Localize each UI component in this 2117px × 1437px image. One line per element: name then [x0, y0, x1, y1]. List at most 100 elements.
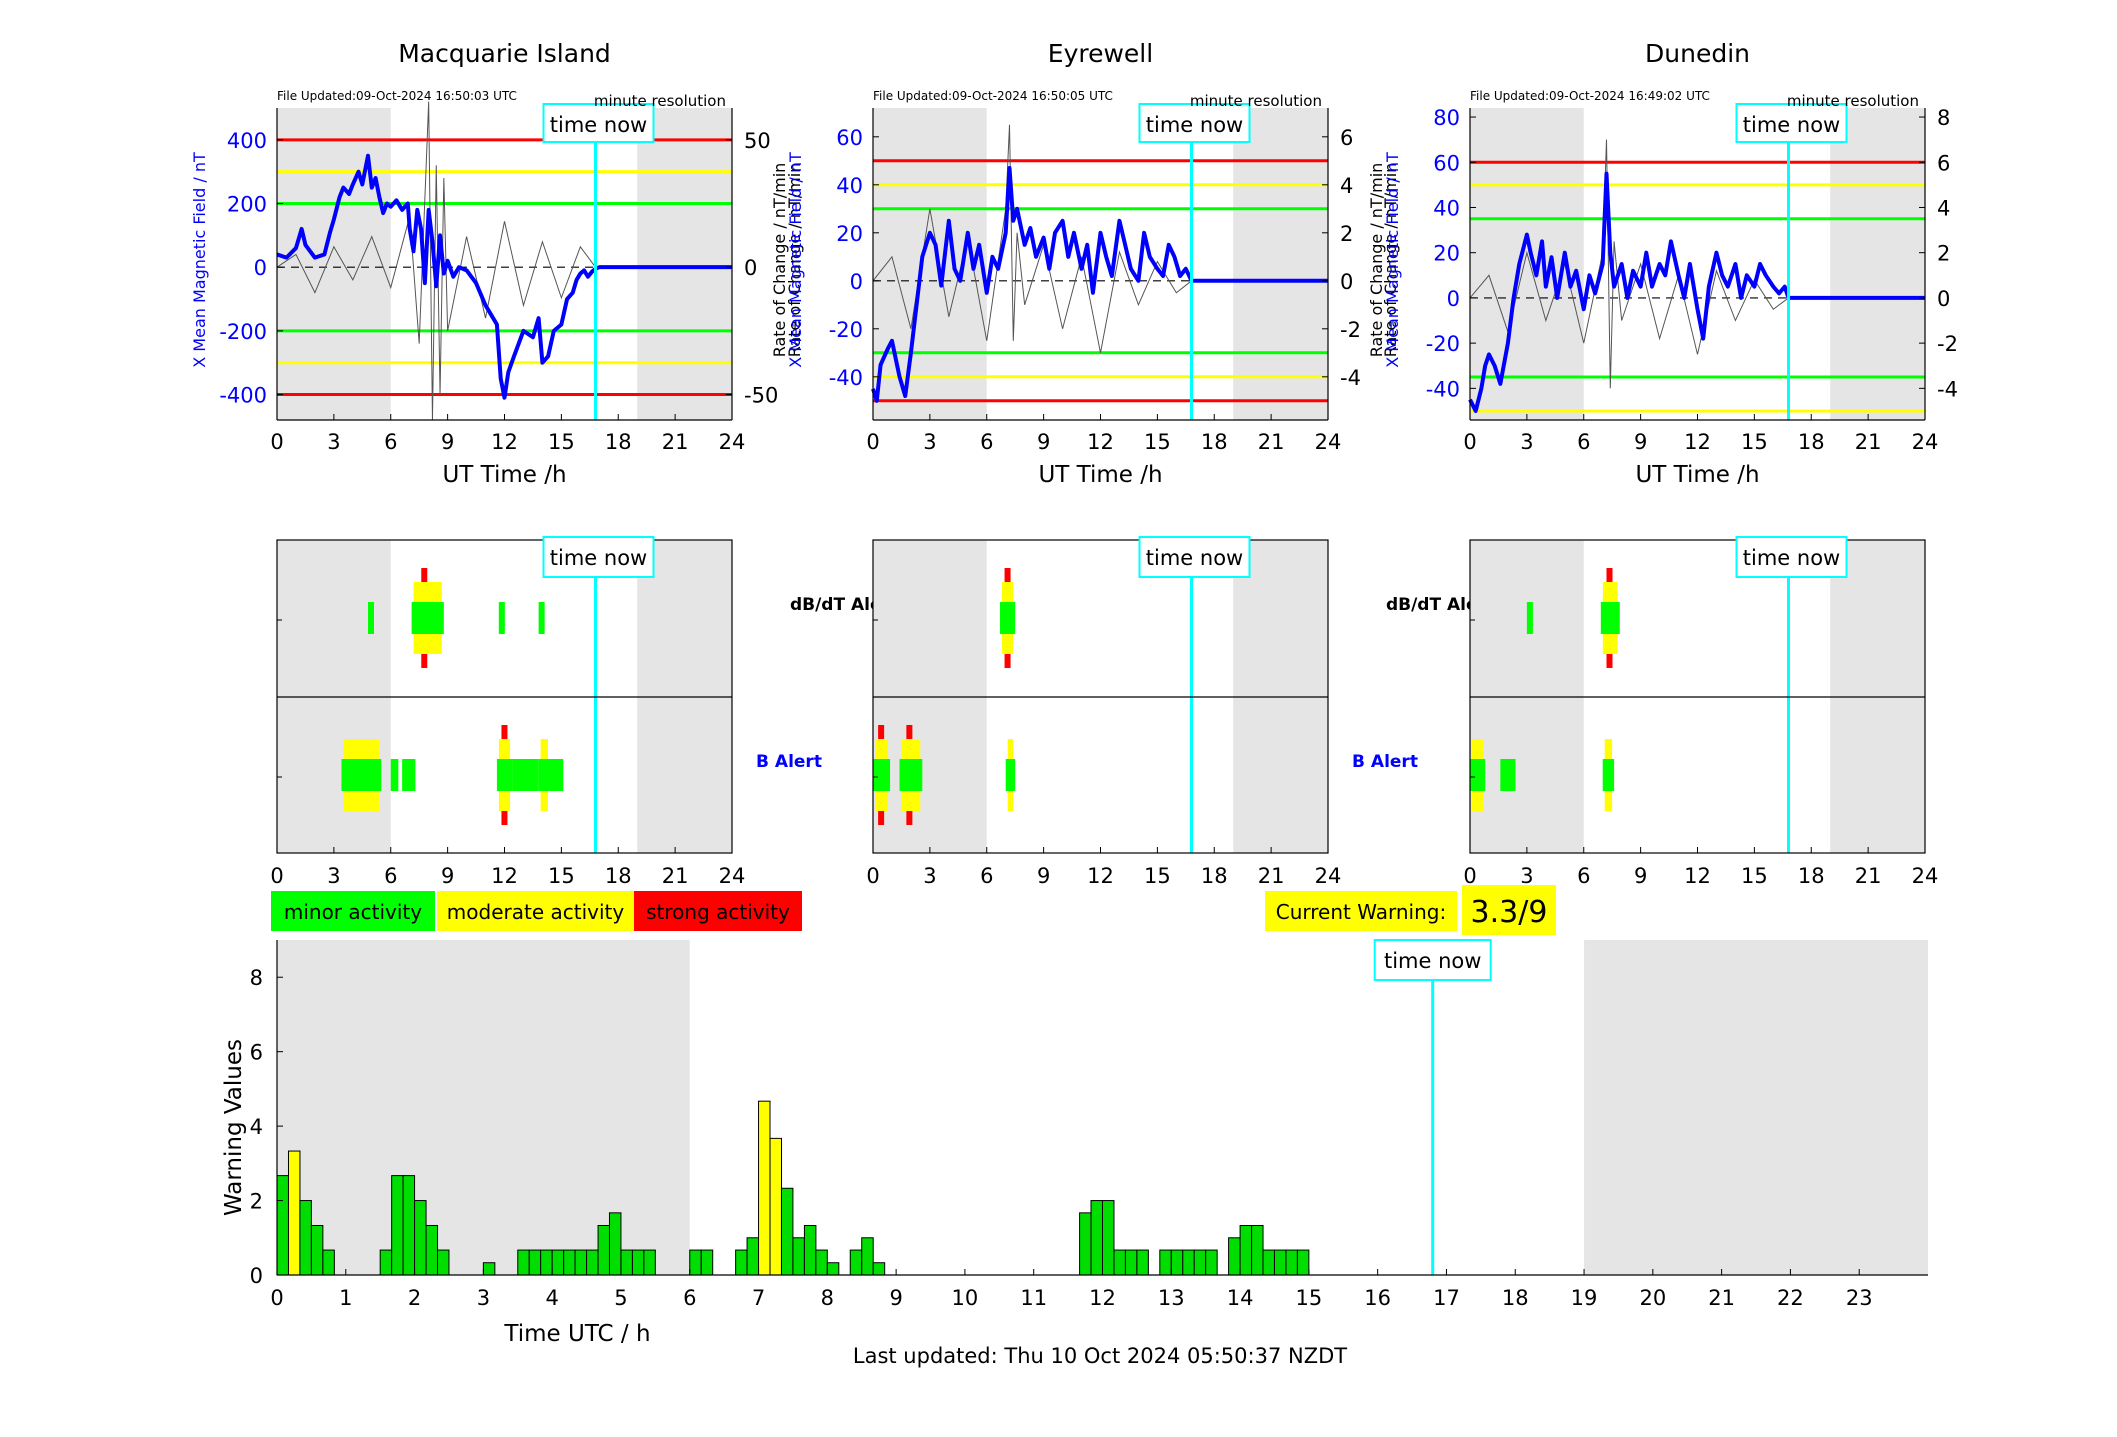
legend-swatch-minor — [271, 891, 435, 931]
x-tick-label: 9 — [1634, 430, 1647, 454]
legend-swatch-strong — [634, 891, 802, 931]
warning-bar — [402, 1175, 416, 1276]
x-tick-label: 0 — [866, 864, 879, 888]
x-tick-label: 18 — [605, 430, 632, 454]
b-alert-minor — [538, 759, 550, 791]
y2-tick-label: 0 — [1937, 287, 1950, 311]
activity-legend — [271, 885, 1556, 935]
x-tick-label: 13 — [1158, 1286, 1185, 1310]
warning-bar — [540, 1249, 553, 1276]
current-warning-value: 3.3/9 — [1471, 895, 1548, 930]
warning-bar — [425, 1224, 439, 1276]
legend-label-moderate: moderate activity — [447, 900, 625, 924]
warning-bar — [574, 1249, 588, 1276]
x-tick-label: 9 — [441, 430, 454, 454]
dbdt-alert-label: dB/dT Alert — [1386, 595, 1494, 615]
legend-label-minor: minor activity — [284, 900, 422, 924]
b-alert-minor — [899, 759, 923, 791]
warning-bar — [803, 1224, 817, 1276]
b-alert-minor — [1500, 759, 1516, 791]
warning-bar — [861, 1237, 874, 1276]
warning-bar — [1079, 1212, 1092, 1276]
x-tick-label: 12 — [491, 430, 518, 454]
dbdt-alert-minor — [1600, 602, 1620, 634]
x-tick-label: 18 — [1502, 1286, 1529, 1310]
x-tick-label: 12 — [1087, 864, 1114, 888]
time-now-box — [1138, 536, 1251, 578]
night-shade — [637, 108, 732, 420]
y-tick-label: 80 — [1433, 106, 1460, 130]
y-tick-label: 40 — [1433, 196, 1460, 220]
y2-tick-label: 0 — [744, 256, 757, 280]
alert-panel-0 — [276, 536, 733, 854]
x-tick-label: 6 — [980, 430, 993, 454]
x-tick-label: 0 — [1463, 430, 1476, 454]
y2-tick-label: 2 — [1340, 222, 1353, 246]
last-updated-label: Last updated: Thu 10 Oct 2024 05:50:37 N… — [853, 1344, 1347, 1368]
y2-tick-label: 6 — [1340, 126, 1353, 150]
x-tick-label: 15 — [1296, 1286, 1323, 1310]
x-axis-label: UT Time /h — [1038, 462, 1162, 488]
legend-swatch-moderate — [437, 891, 634, 931]
dbdt-alert-minor — [411, 602, 444, 634]
warning-bar — [608, 1212, 622, 1276]
mean-field-line — [276, 153, 732, 400]
y-tick-label: 20 — [1433, 242, 1460, 266]
y2-tick-label: -50 — [744, 384, 778, 408]
time-now-label: time now — [550, 113, 647, 137]
warning-bar — [1124, 1249, 1138, 1276]
warning-bar — [620, 1249, 633, 1276]
warning-bar — [1285, 1249, 1298, 1276]
x-tick-label: 3 — [477, 1286, 490, 1310]
night-shade — [1584, 940, 1928, 1275]
legend-label-strong: strong activity — [646, 900, 790, 924]
warning-bar — [815, 1249, 828, 1276]
warning-bar — [436, 1249, 450, 1276]
x-tick-label: 24 — [1315, 430, 1342, 454]
warning-bar — [643, 1249, 656, 1276]
warning-bar — [1136, 1249, 1149, 1276]
night-shade — [1233, 108, 1328, 420]
warning-bar — [1262, 1249, 1275, 1276]
x-tick-label: 3 — [923, 430, 936, 454]
rate-of-change-line — [1469, 139, 1789, 389]
x-tick-label: 0 — [866, 430, 879, 454]
x-tick-label: 24 — [719, 430, 746, 454]
warning-bar — [735, 1249, 748, 1276]
x-tick-label: 12 — [1087, 430, 1114, 454]
b-alert-minor — [512, 759, 539, 791]
warning-bar — [1273, 1249, 1287, 1276]
warning-bar — [849, 1249, 863, 1276]
time-now-label: time now — [1146, 546, 1243, 570]
x-tick-label: 24 — [1912, 864, 1939, 888]
time-now-box — [1138, 103, 1251, 143]
y-tick-label: -20 — [829, 318, 863, 342]
x-tick-label: 9 — [1634, 864, 1647, 888]
x-tick-label: 16 — [1364, 1286, 1391, 1310]
y2-tick-label: 6 — [1937, 151, 1950, 175]
panel-title: Eyrewell — [1048, 39, 1153, 68]
x-tick-label: 0 — [270, 430, 283, 454]
warning-bar — [631, 1249, 645, 1276]
minute-resolution-label: minute resolution — [1190, 92, 1322, 110]
x-axis-label: UT Time /h — [1635, 462, 1759, 488]
warning-bar — [1182, 1249, 1195, 1276]
b-alert-minor — [1005, 759, 1016, 791]
warning-bar — [528, 1249, 542, 1276]
warning-bar — [1102, 1200, 1115, 1276]
x-tick-label: 19 — [1571, 1286, 1598, 1310]
y-tick-label: 60 — [1433, 151, 1460, 175]
night-shade — [1830, 108, 1925, 420]
x-tick-label: 21 — [1258, 864, 1285, 888]
y2-tick-label: 50 — [744, 129, 771, 153]
time-now-label: time now — [550, 546, 647, 570]
y2-tick-label: -4 — [1937, 377, 1958, 401]
night-shade — [277, 108, 391, 420]
current-warning-value-bg — [1462, 885, 1556, 935]
x-axis-label: UT Time /h — [442, 462, 566, 488]
b-alert-minor — [341, 759, 382, 791]
x-tick-label: 10 — [952, 1286, 979, 1310]
b-alert-minor — [402, 759, 416, 791]
y2-tick-label: -2 — [1340, 318, 1361, 342]
x-tick-label: 9 — [441, 864, 454, 888]
